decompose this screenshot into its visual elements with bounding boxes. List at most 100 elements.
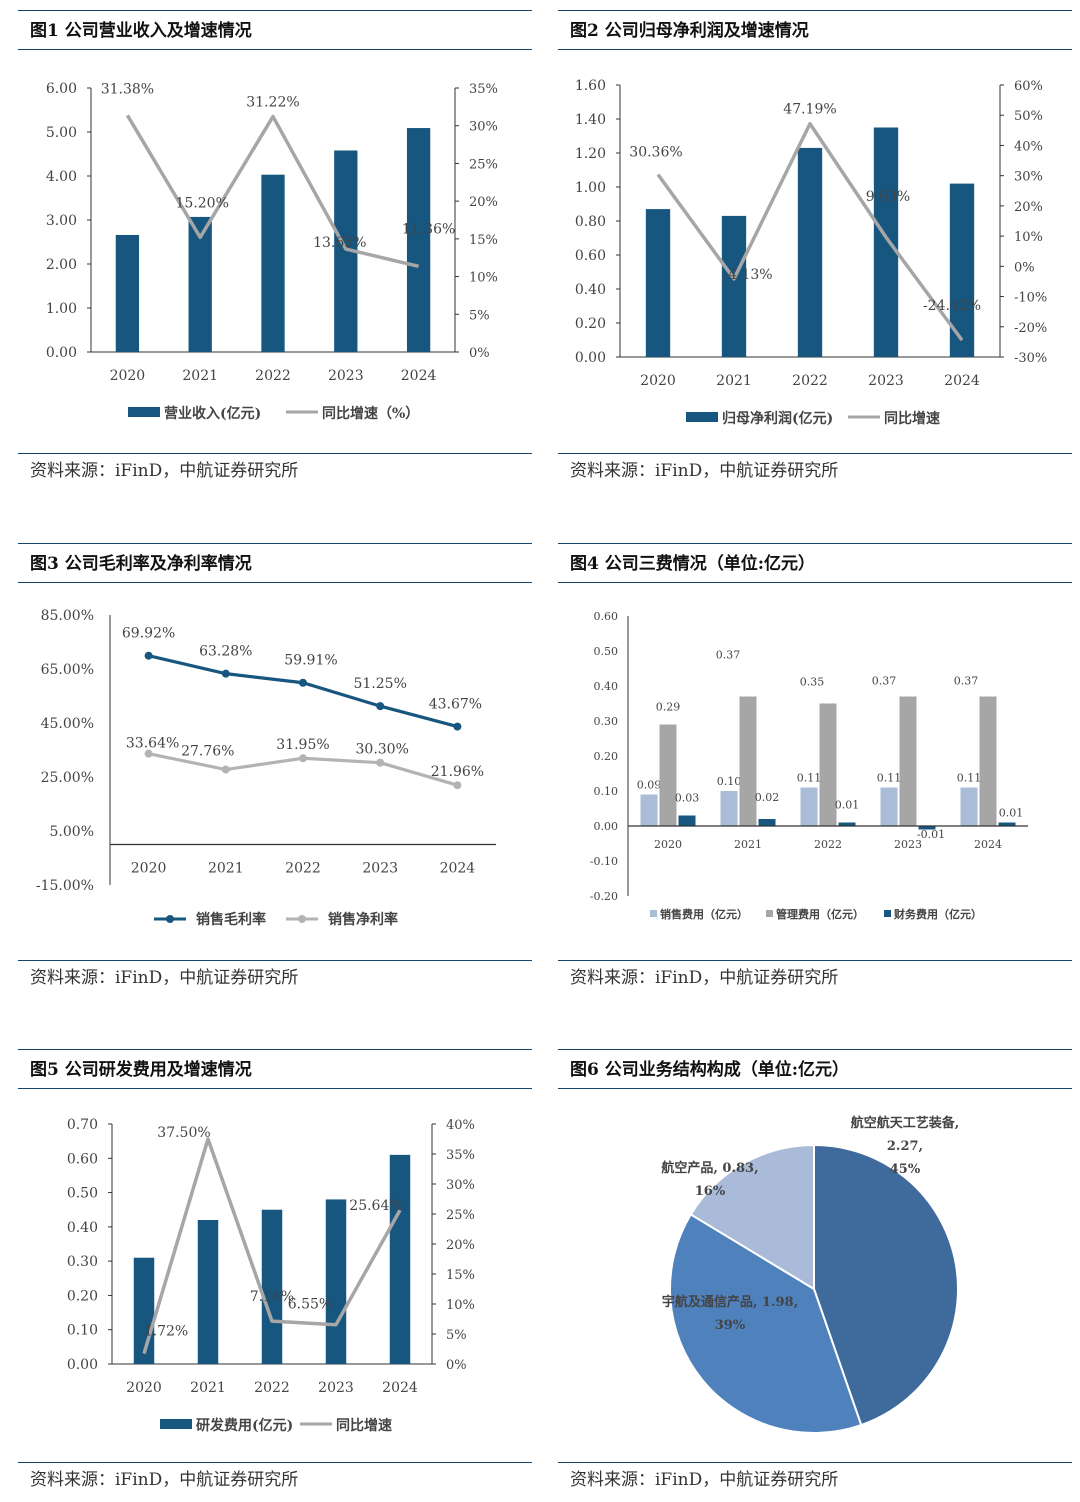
bar-1-2020 bbox=[659, 724, 677, 826]
chart-canvas: -0.20 -0.10 0.00 0.10 0.20 0.30 0.40 0.50 0.60 0.… bbox=[590, 610, 1028, 921]
bar-1-2022 bbox=[819, 703, 837, 826]
pie-label: 16% bbox=[695, 1184, 726, 1199]
series-point bbox=[453, 722, 462, 731]
y2-tick-label: 15% bbox=[446, 1268, 475, 1283]
x-tick-label: 2021 bbox=[208, 861, 244, 877]
y2-tick-label: 20% bbox=[1014, 200, 1043, 215]
legend-swatch bbox=[766, 910, 773, 917]
pie-slice-1 bbox=[669, 1213, 863, 1434]
bar-0-2023 bbox=[880, 787, 898, 826]
legend-swatch-bar bbox=[160, 1419, 192, 1429]
pie-label: 航空航天工艺装备, bbox=[851, 1115, 960, 1131]
chart-canvas: -15.00% 5.00% 25.00% 45.00% 65.00% 85.00% 2020… bbox=[36, 608, 496, 928]
x-tick-label: 2021 bbox=[182, 368, 218, 384]
series-point bbox=[299, 754, 307, 763]
y2-tick-label: 5% bbox=[446, 1328, 467, 1343]
bar-0-2022 bbox=[800, 787, 818, 826]
chart-source: 资料来源：iFinD，中航证券研究所 bbox=[18, 1462, 532, 1498]
legend-swatch-bar bbox=[686, 412, 718, 422]
line-data-label: 13.65% bbox=[313, 235, 366, 251]
y-tick-label: 0.20 bbox=[67, 1288, 98, 1304]
data-label: 43.67% bbox=[429, 697, 482, 713]
y2-tick-label: 25% bbox=[446, 1208, 475, 1223]
bar-2-2020 bbox=[678, 815, 696, 826]
y-tick-label: 0.70 bbox=[67, 1117, 98, 1133]
bar-2021 bbox=[188, 216, 212, 352]
y-tick-label: 2.00 bbox=[46, 257, 77, 273]
y-tick-label: -15.00% bbox=[36, 878, 94, 894]
y2-tick-label: 15% bbox=[469, 233, 498, 248]
data-label: 30.30% bbox=[356, 742, 409, 758]
line-data-label: 37.50% bbox=[157, 1125, 210, 1141]
y2-tick-label: 30% bbox=[469, 120, 498, 135]
y-tick-label: 1.00 bbox=[575, 180, 606, 196]
chart-source: 资料来源：iFinD，中航证券研究所 bbox=[558, 453, 1072, 489]
x-tick-label: 2023 bbox=[894, 838, 922, 851]
line-data-label: 9.63% bbox=[866, 189, 910, 205]
y2-tick-label: 10% bbox=[1014, 230, 1043, 245]
line-data-label: 25.64% bbox=[349, 1198, 402, 1214]
legend-label: 财务费用（亿元） bbox=[893, 907, 982, 921]
y-tick-label: 1.60 bbox=[575, 78, 606, 94]
bar-2024 bbox=[389, 1154, 411, 1364]
y2-tick-label: 30% bbox=[1014, 170, 1043, 185]
x-tick-label: 2023 bbox=[318, 1380, 354, 1396]
chart-canvas: 0.00 0.10 0.20 0.30 0.40 0.50 0.60 0.70 0% 5% 10% 1… bbox=[67, 1117, 475, 1434]
y-tick-label: 0.10 bbox=[594, 785, 619, 798]
bar-data-label: 0.10 bbox=[717, 775, 742, 788]
legend-label-line: 同比增速 bbox=[336, 1417, 392, 1434]
y-tick-label: 0.30 bbox=[67, 1254, 98, 1270]
bar-2021 bbox=[197, 1220, 219, 1364]
y2-tick-label: 40% bbox=[446, 1118, 475, 1133]
line-data-label: 30.36% bbox=[629, 145, 682, 161]
x-tick-label: 2024 bbox=[382, 1380, 418, 1396]
data-label: 63.28% bbox=[199, 644, 252, 660]
x-tick-label: 2020 bbox=[110, 368, 146, 384]
x-tick-label: 2021 bbox=[716, 373, 752, 389]
legend-label-line: 同比增速（%） bbox=[322, 405, 419, 422]
bar-data-label: 0.09 bbox=[637, 779, 662, 792]
bar-2024 bbox=[406, 128, 431, 352]
x-tick-label: 2020 bbox=[640, 373, 676, 389]
bar-2-2023 bbox=[918, 826, 936, 830]
pie-slice-2 bbox=[689, 1143, 815, 1291]
y2-tick-label: 20% bbox=[446, 1238, 475, 1253]
bar-2023 bbox=[325, 1199, 347, 1364]
bar-1-2023 bbox=[899, 696, 917, 826]
data-label: 69.92% bbox=[122, 626, 175, 642]
y-tick-label: 0.10 bbox=[67, 1323, 98, 1339]
y-tick-label: 0.60 bbox=[67, 1151, 98, 1167]
line-data-label: 15.20% bbox=[176, 195, 229, 211]
y2-tick-label: 35% bbox=[469, 82, 498, 97]
bar-2-2022 bbox=[838, 822, 856, 826]
y-tick-label: 0.50 bbox=[67, 1186, 98, 1202]
y2-tick-label: -20% bbox=[1014, 321, 1047, 336]
series-point bbox=[376, 758, 385, 767]
y2-tick-label: 0% bbox=[1014, 260, 1035, 275]
line-data-label: 6.55% bbox=[288, 1297, 332, 1313]
pie-label: 39% bbox=[715, 1318, 746, 1333]
series-point bbox=[453, 781, 462, 790]
bar-data-label: 0.37 bbox=[872, 675, 897, 688]
y2-tick-label: 30% bbox=[446, 1178, 475, 1193]
y2-tick-label: 25% bbox=[469, 157, 498, 172]
data-label: 27.76% bbox=[181, 744, 234, 760]
y-tick-label: -0.20 bbox=[590, 890, 618, 903]
y-tick-label: 0.30 bbox=[594, 715, 619, 728]
legend-label: 销售净利率 bbox=[328, 911, 398, 928]
x-tick-label: 2020 bbox=[126, 1380, 162, 1396]
y2-tick-label: 50% bbox=[1014, 109, 1043, 124]
bar-2022 bbox=[261, 1209, 283, 1364]
y2-tick-label: 35% bbox=[446, 1148, 475, 1163]
y-tick-label: 0.40 bbox=[575, 282, 606, 298]
y-tick-label: 0.60 bbox=[575, 248, 606, 264]
x-tick-label: 2022 bbox=[255, 368, 291, 384]
legend-label-bar: 研发费用(亿元) bbox=[196, 1417, 293, 1434]
x-tick-label: 2024 bbox=[401, 368, 437, 384]
y-tick-label: -0.10 bbox=[590, 855, 618, 868]
chart-title: 图1 公司营业收入及增速情况 bbox=[18, 10, 532, 50]
y-tick-label: 0.00 bbox=[46, 345, 77, 361]
chart-canvas: 航空航天工艺装备, 2.27, 45% 宇航及通信产品, 1.98, 39% 航空产品, … bbox=[661, 1115, 960, 1434]
line-data-label: 31.22% bbox=[246, 95, 299, 111]
legend-label: 销售毛利率 bbox=[196, 911, 266, 928]
